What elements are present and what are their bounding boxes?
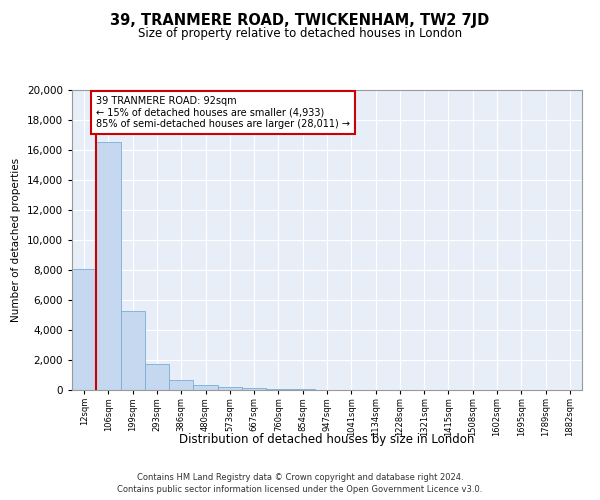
Text: 39, TRANMERE ROAD, TWICKENHAM, TW2 7JD: 39, TRANMERE ROAD, TWICKENHAM, TW2 7JD <box>110 12 490 28</box>
Bar <box>218 387 242 390</box>
Y-axis label: Number of detached properties: Number of detached properties <box>11 158 21 322</box>
Bar <box>193 385 218 390</box>
Bar <box>72 268 96 390</box>
Text: Size of property relative to detached houses in London: Size of property relative to detached ho… <box>138 28 462 40</box>
Text: Contains public sector information licensed under the Open Government Licence v3: Contains public sector information licen… <box>118 485 482 494</box>
Text: Distribution of detached houses by size in London: Distribution of detached houses by size … <box>179 432 475 446</box>
Bar <box>96 142 121 390</box>
Bar <box>121 310 145 390</box>
Bar <box>290 389 315 390</box>
Text: 39 TRANMERE ROAD: 92sqm
← 15% of detached houses are smaller (4,933)
85% of semi: 39 TRANMERE ROAD: 92sqm ← 15% of detache… <box>96 96 350 129</box>
Bar <box>242 388 266 390</box>
Bar <box>169 380 193 390</box>
Text: Contains HM Land Registry data © Crown copyright and database right 2024.: Contains HM Land Registry data © Crown c… <box>137 472 463 482</box>
Bar <box>266 388 290 390</box>
Bar <box>145 364 169 390</box>
